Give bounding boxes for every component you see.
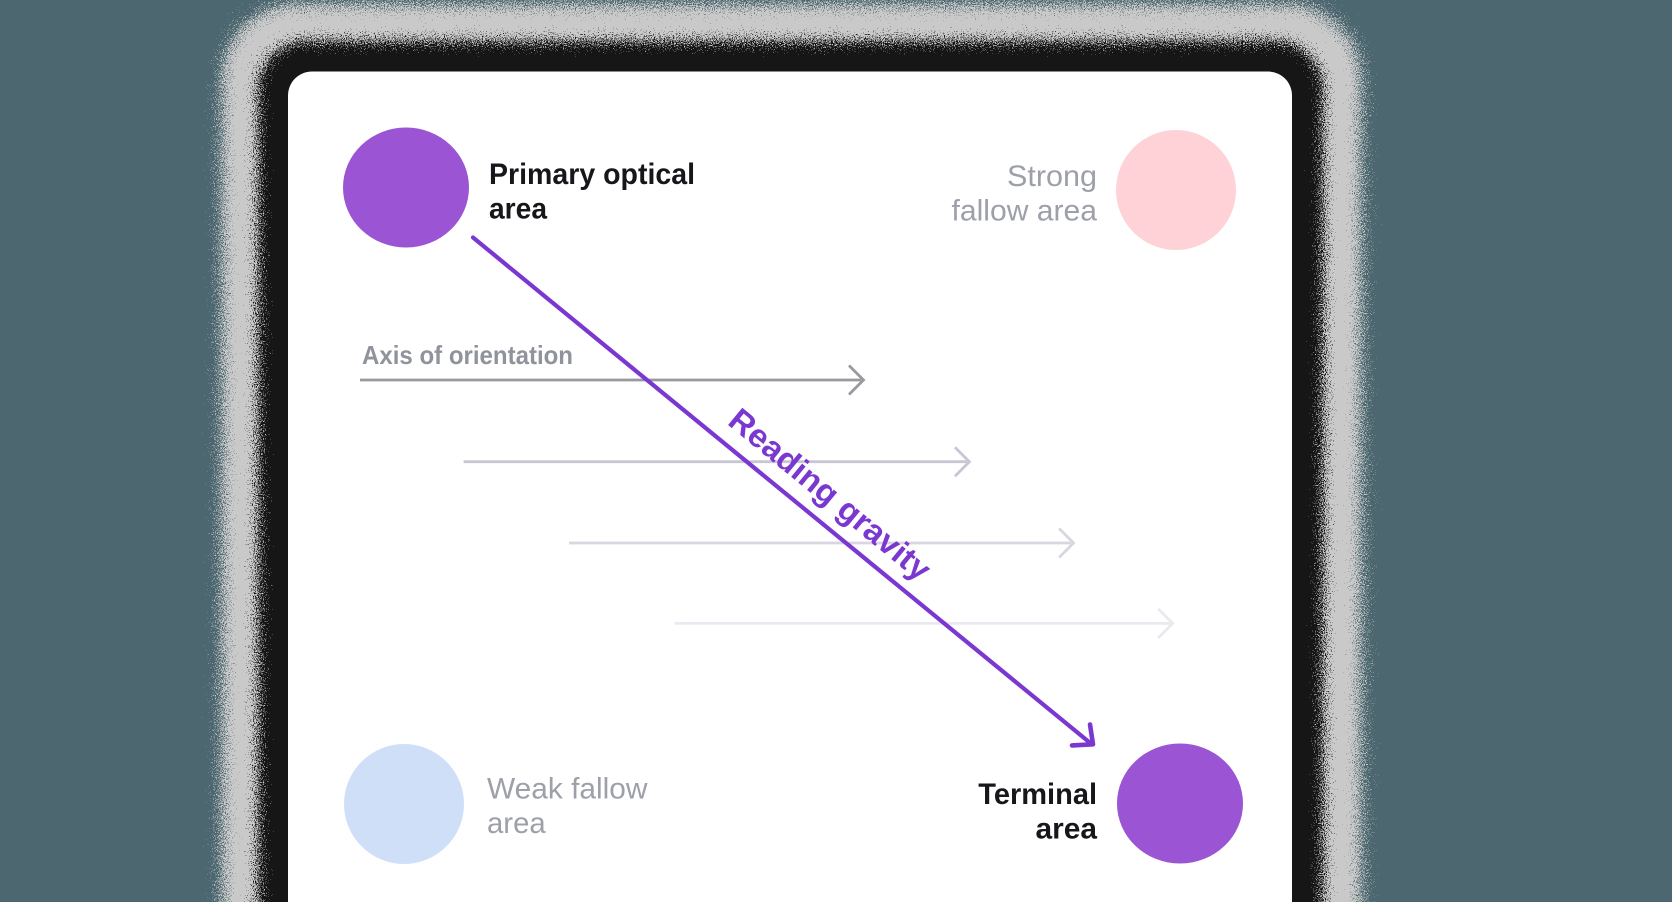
- svg-text:Axis of orientation: Axis of orientation: [362, 342, 573, 370]
- svg-text:area: area: [489, 193, 548, 226]
- svg-text:Terminal: Terminal: [978, 778, 1097, 811]
- svg-text:fallow area: fallow area: [952, 195, 1098, 228]
- svg-text:Weak fallow: Weak fallow: [487, 773, 648, 806]
- svg-text:area: area: [1036, 813, 1098, 846]
- svg-text:Primary optical: Primary optical: [489, 158, 695, 191]
- svg-text:area: area: [487, 807, 546, 840]
- svg-text:Strong: Strong: [1007, 160, 1097, 193]
